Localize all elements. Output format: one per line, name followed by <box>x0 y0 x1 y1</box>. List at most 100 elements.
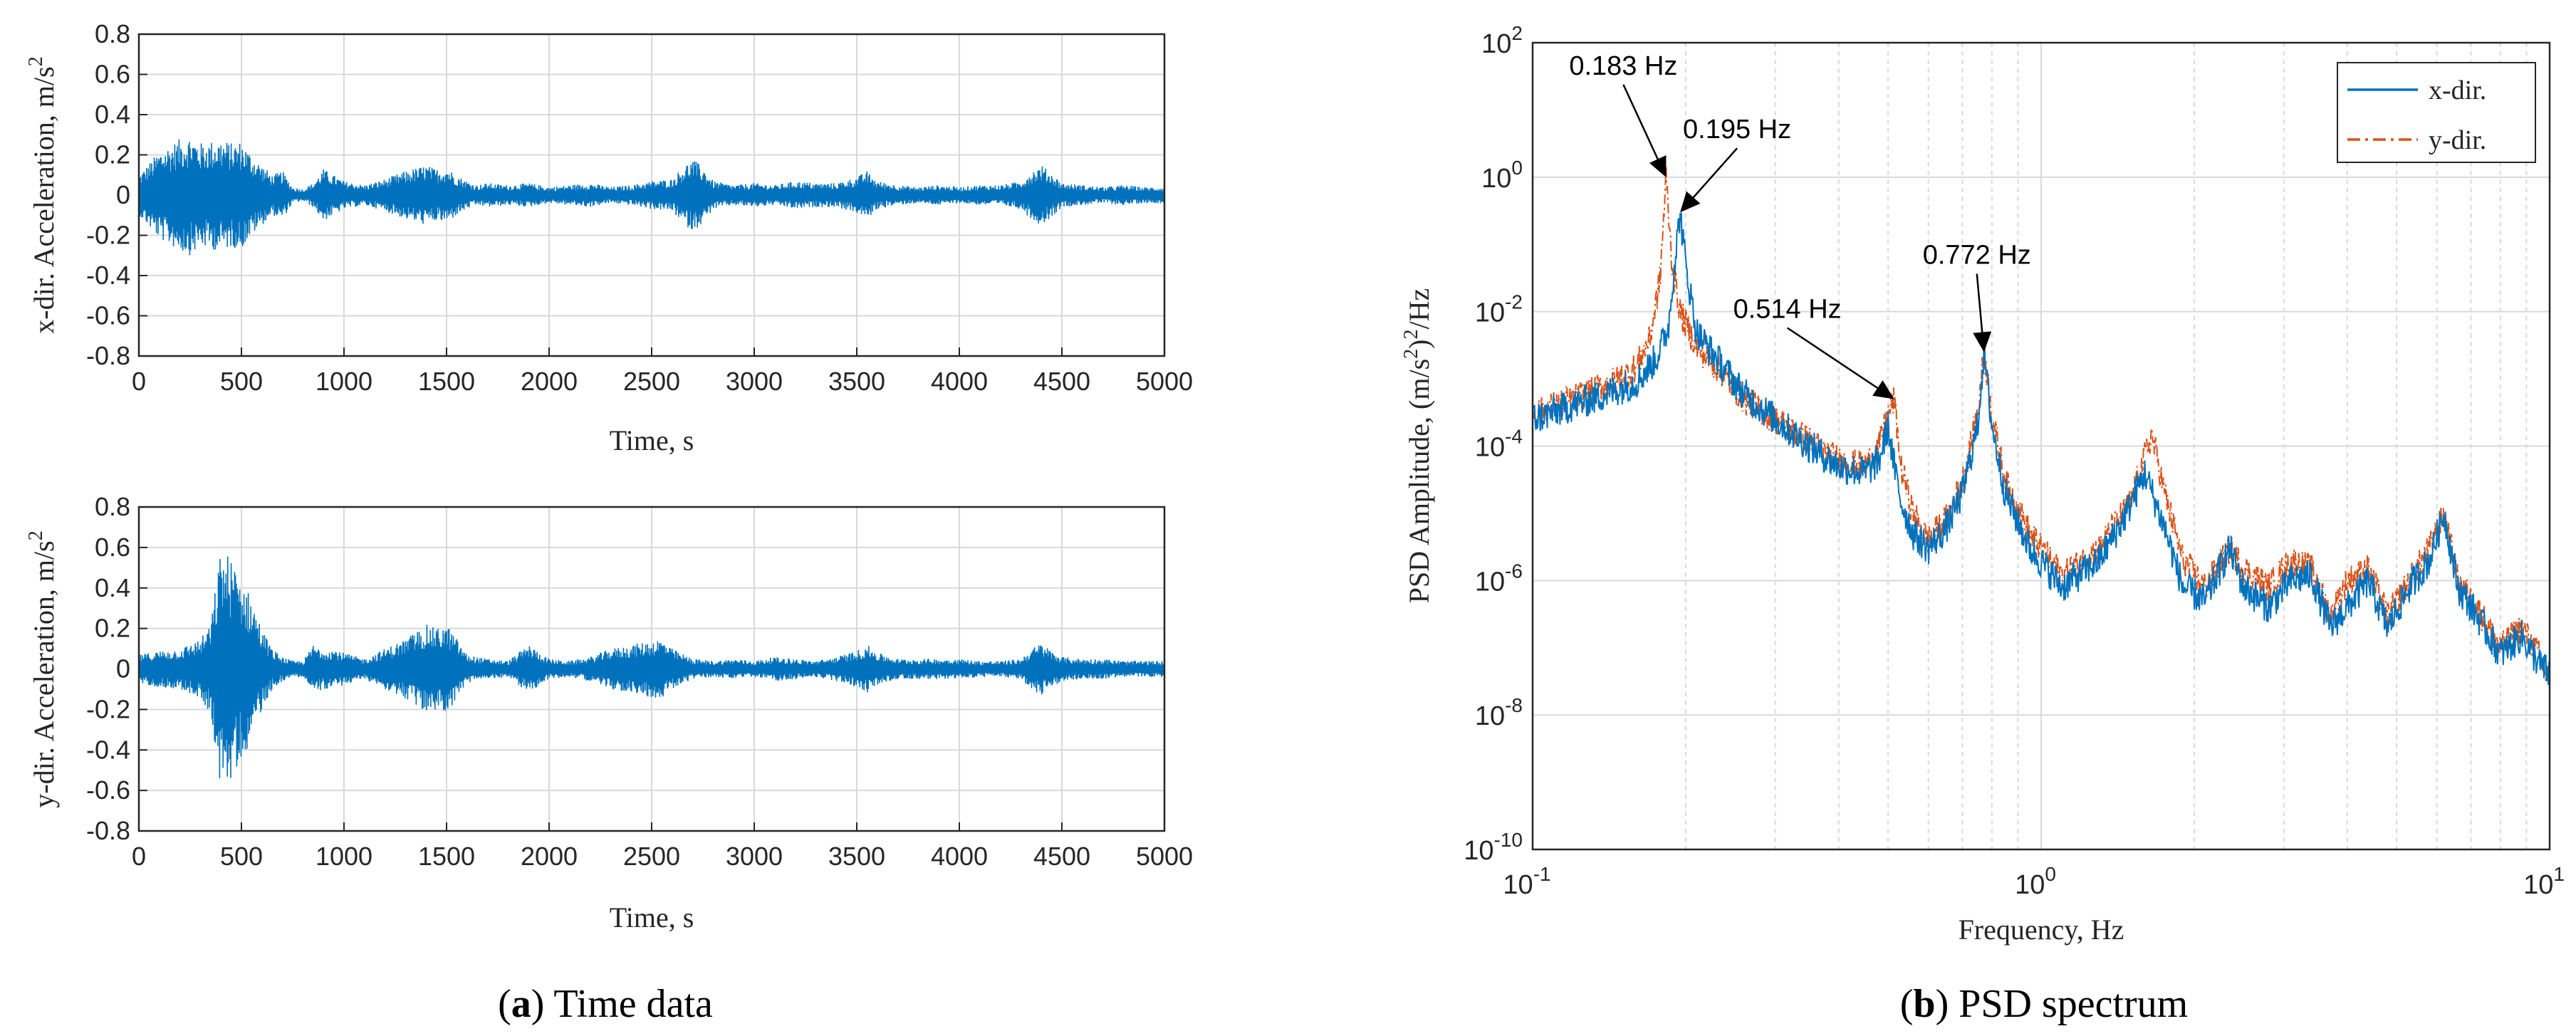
time-x-plot-area <box>138 139 1165 256</box>
psd-ylabel-sup2: 2 <box>1400 330 1422 340</box>
time-x-xtick-label: 3000 <box>726 367 783 396</box>
time-y-ytick-label: -0.6 <box>86 775 130 805</box>
psd-axes-frame <box>1531 41 2551 851</box>
psd-xtick-label: 100 <box>2015 863 2056 900</box>
psd-ylabel-end: /Hz <box>1403 288 1435 330</box>
psd-xtick-label: 10-1 <box>1503 863 1550 900</box>
time-y-xtick-label: 4500 <box>1033 842 1090 871</box>
time-x-ytick-label: 0.4 <box>95 100 130 129</box>
time-y-axes-frame <box>137 506 1166 832</box>
time-y-xtick-label: 2500 <box>623 842 680 871</box>
legend-x-dir-label: x-dir. <box>2429 75 2486 105</box>
time-y-ytick-label: -0.2 <box>86 694 130 723</box>
time-x-xtick-label: 4000 <box>931 367 988 396</box>
legend-y-dir-label: y-dir. <box>2429 125 2486 155</box>
time-x-signal-line <box>138 139 1165 256</box>
time-y-signal-line <box>138 556 1165 779</box>
time-y-xtick-label: 2000 <box>521 842 578 871</box>
psd-annotation-arrow-line <box>1976 273 1984 342</box>
caption-b-letter: b <box>1913 982 1935 1026</box>
time-y-ytick-label: 0 <box>116 654 130 684</box>
psd-ylabel-tail: ) <box>1403 340 1435 349</box>
time-x-ytick-label: 0.2 <box>95 140 130 169</box>
time-x-chart: 0 500 1000 1500 2000 2500 3000 3500 4000 4500 5000… <box>25 19 1193 456</box>
time-y-ytick-label: 0.4 <box>95 573 130 602</box>
time-x-xtick-label: 0 <box>132 367 146 396</box>
time-y-xtick-label: 1500 <box>418 842 475 871</box>
caption-a-text: Time data <box>544 982 713 1026</box>
psd-annotation-label: 0.183 Hz <box>1569 51 1677 81</box>
psd-x-dir-line <box>1532 212 2550 685</box>
psd-annotation-label: 0.195 Hz <box>1683 115 1791 145</box>
time-x-xlabel: Time, s <box>610 424 694 456</box>
time-x-xtick-label: 1000 <box>316 367 372 396</box>
psd-annotation-arrow-head <box>1680 191 1701 213</box>
caption-a-letter: a <box>511 982 531 1026</box>
time-x-ylabel: x-dir. Acceleration, m/s2 <box>25 56 60 333</box>
psd-grid <box>1532 42 2550 850</box>
time-y-xtick-label: 0 <box>132 842 146 871</box>
time-y-xtick-label: 5000 <box>1136 842 1193 871</box>
psd-ytick-label: 10-4 <box>1475 426 1523 463</box>
psd-ytick-label: 10-10 <box>1464 829 1523 866</box>
psd-ytick-label: 10-8 <box>1475 694 1523 731</box>
psd-legend: x-dir. y-dir. <box>2337 62 2536 163</box>
time-x-ytick-label: -0.4 <box>86 261 130 290</box>
psd-ytick-label: 10-6 <box>1475 560 1523 597</box>
psd-peak-annotations: 0.183 Hz 0.195 Hz 0.514 Hz 0.772 Hz <box>1569 51 2031 399</box>
caption-a: (a) Time data <box>498 982 713 1026</box>
time-y-xtick-label: 4000 <box>931 842 988 871</box>
time-x-ytick-label: 0.6 <box>95 60 130 89</box>
psd-ylabel-text: PSD Amplitude, (m/s <box>1403 359 1435 603</box>
time-x-xtick-label: 2000 <box>521 367 578 396</box>
psd-ytick-label: 100 <box>1481 157 1523 194</box>
psd-chart: 10-1 100 101 10-10 10-8 10-6 10-4 10-2 100 102 0.… <box>1400 22 2565 946</box>
time-x-ylabel-sup: 2 <box>25 56 47 66</box>
time-y-ytick-label: -0.8 <box>86 816 130 845</box>
time-y-xtick-label: 1000 <box>316 842 372 871</box>
time-x-xtick-label: 500 <box>220 367 263 396</box>
time-x-ytick-label: -0.2 <box>86 221 130 250</box>
time-x-ylabel-text: x-dir. Acceleration, m/s <box>28 66 60 333</box>
time-x-tick-labels: 0 500 1000 1500 2000 2500 3000 3500 4000 4500 5000… <box>86 19 1193 396</box>
time-x-ytick-label: -0.8 <box>86 341 130 370</box>
time-y-ytick-label: 0.6 <box>95 533 130 562</box>
time-x-ytick-label: 0 <box>116 180 130 209</box>
psd-annotation-arrow-head <box>1973 331 1992 352</box>
time-y-xtick-label: 500 <box>220 842 263 871</box>
time-y-plot-area <box>138 556 1165 779</box>
time-y-ylabel-sup: 2 <box>25 530 47 540</box>
caption-b-text: PSD spectrum <box>1949 982 2188 1026</box>
psd-ylabel: PSD Amplitude, (m/s2)2/Hz <box>1400 288 1435 603</box>
time-x-xtick-label: 4500 <box>1033 367 1090 396</box>
time-x-ytick-label: -0.6 <box>86 301 130 330</box>
time-y-ytick-label: -0.4 <box>86 735 130 764</box>
time-x-xtick-label: 2500 <box>623 367 680 396</box>
psd-ylabel-sup: 2 <box>1400 349 1422 359</box>
time-y-chart: 0 500 1000 1500 2000 2500 3000 3500 4000 4500 5000… <box>25 492 1193 933</box>
time-y-xtick-label: 3000 <box>726 842 783 871</box>
psd-ytick-label: 10-2 <box>1475 291 1523 328</box>
time-x-axes-frame <box>137 33 1166 357</box>
caption-b: (b) PSD spectrum <box>1900 982 2188 1026</box>
time-y-xlabel: Time, s <box>610 901 694 933</box>
psd-tick-labels: 10-1 100 101 10-10 10-8 10-6 10-4 10-2 100 102 <box>1464 22 2565 900</box>
time-x-xtick-label: 5000 <box>1136 367 1193 396</box>
time-y-ylabel: y-dir. Acceleration, m/s2 <box>25 530 60 807</box>
psd-legend-box <box>2337 62 2536 163</box>
psd-annotation-arrow-line <box>1622 84 1663 169</box>
psd-annotation-label: 0.514 Hz <box>1733 295 1842 325</box>
time-y-xtick-label: 3500 <box>828 842 885 871</box>
psd-plot-area <box>1532 166 2550 690</box>
time-x-xtick-label: 3500 <box>828 367 885 396</box>
time-y-ytick-label: 0.2 <box>95 614 130 643</box>
psd-annotation-arrow-head <box>1872 380 1894 399</box>
time-y-ylabel-text: y-dir. Acceleration, m/s <box>28 540 60 807</box>
time-x-ytick-label: 0.8 <box>95 19 130 48</box>
psd-ytick-label: 102 <box>1481 22 1523 59</box>
time-y-ytick-label: 0.8 <box>95 492 130 521</box>
psd-xtick-label: 101 <box>2523 863 2565 900</box>
psd-annotation-label: 0.772 Hz <box>1923 241 2031 271</box>
psd-annotation-arrow-line <box>1686 147 1738 206</box>
